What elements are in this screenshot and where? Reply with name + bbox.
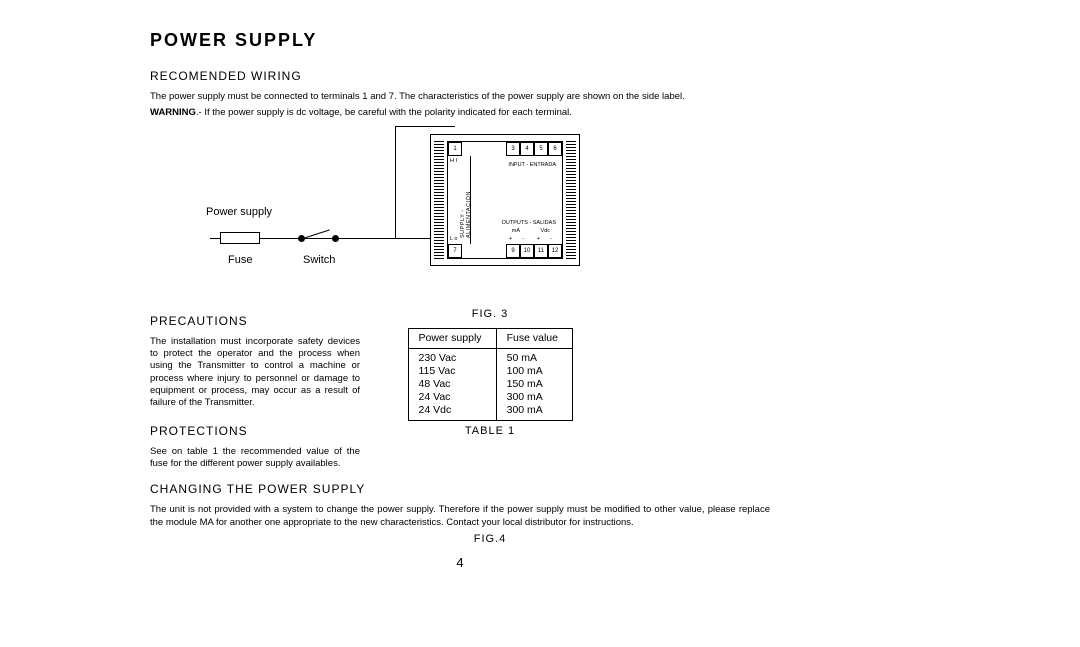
fig3-label: FIG. 3 (390, 308, 590, 320)
main-title: POWER SUPPLY (150, 30, 770, 51)
table-row: Power supply Fuse value (408, 328, 572, 348)
fuse-symbol (220, 232, 260, 244)
terminal-cell: 10 (520, 244, 534, 258)
input-label: INPUT - ENTRADA (508, 162, 556, 168)
left-column: PRECAUTIONS The installation must incorp… (150, 304, 360, 475)
cell-text: 115 Vac (419, 365, 456, 377)
cell-text: 300 mA (507, 391, 543, 403)
table-cell: 230 Vac 115 Vac 48 Vac 24 Vac 24 Vdc (408, 348, 496, 421)
recommended-wiring-warning: WARNING.- If the power supply is dc volt… (150, 107, 770, 119)
cell-text: 300 mA (507, 404, 543, 416)
device-ridge (434, 141, 444, 259)
wire (210, 238, 220, 239)
wire (395, 126, 396, 238)
wire (338, 238, 396, 239)
fuse-label: Fuse (228, 254, 252, 266)
precautions-text: The installation must incorporate safety… (150, 336, 360, 410)
right-column: FIG. 3 Power supply Fuse value 230 Vac 1… (390, 304, 590, 475)
cell-text: 48 Vac (419, 378, 451, 390)
terminal-cell: 11 (534, 244, 548, 258)
protections-text: See on table 1 the recommended value of … (150, 446, 360, 471)
table-cell: 50 mA 100 mA 150 mA 300 mA 300 mA (496, 348, 572, 421)
table-header: Fuse value (496, 328, 572, 348)
cell-text: 50 mA (507, 352, 537, 364)
cell-text: 24 Vac (419, 391, 451, 403)
recommended-wiring-heading: RECOMENDED WIRING (150, 69, 770, 83)
table1-label: TABLE 1 (390, 425, 590, 437)
minus-label: - (550, 236, 552, 242)
document-page: POWER SUPPLY RECOMENDED WIRING The power… (150, 30, 770, 570)
wiring-diagram: Power supply Fuse Switch 1 3 4 5 6 7 (150, 126, 610, 296)
cell-text: 100 mA (507, 365, 543, 377)
precautions-heading: PRECAUTIONS (150, 314, 360, 328)
fuse-value-table: Power supply Fuse value 230 Vac 115 Vac … (408, 328, 573, 422)
device-block: 1 3 4 5 6 7 9 10 11 12 H I (430, 134, 580, 266)
page-number: 4 (150, 555, 770, 570)
divider (470, 156, 471, 244)
terminal-cell: 12 (548, 244, 562, 258)
terminal-row-top: 1 3 4 5 6 (448, 142, 562, 156)
table-row: 230 Vac 115 Vac 48 Vac 24 Vac 24 Vdc 50 … (408, 348, 572, 421)
terminal-cell: 7 (448, 244, 462, 258)
cell-text: 150 mA (507, 378, 543, 390)
wire (260, 238, 298, 239)
fig4-label: FIG.4 (390, 533, 590, 545)
recommended-wiring-para1: The power supply must be connected to te… (150, 91, 770, 103)
plus-label: + (537, 236, 540, 242)
power-supply-label: Power supply (206, 206, 272, 218)
terminal-cell: 3 (506, 142, 520, 156)
plus-label: + (509, 236, 512, 242)
warning-text: .- If the power supply is dc voltage, be… (196, 107, 572, 118)
device-inner: 1 3 4 5 6 7 9 10 11 12 H I (447, 141, 563, 259)
terminal-cell: 6 (548, 142, 562, 156)
warning-label: WARNING (150, 107, 196, 118)
device-ridge (566, 141, 576, 259)
changing-heading: CHANGING THE POWER SUPPLY (150, 482, 770, 496)
terminal-row-bottom: 7 9 10 11 12 (448, 244, 562, 258)
minus-label: - (522, 236, 524, 242)
vdc-label: Vdc (541, 228, 550, 234)
terminal-cell: 5 (534, 142, 548, 156)
switch-label: Switch (303, 254, 335, 266)
cell-text: 24 Vdc (419, 404, 452, 416)
cell-text: 230 Vac (419, 352, 457, 364)
protections-heading: PROTECTIONS (150, 424, 360, 438)
hi-label: H I (450, 158, 457, 164)
terminal-cell: 1 (448, 142, 462, 156)
lo-label: L o (450, 236, 457, 242)
table-header: Power supply (408, 328, 496, 348)
terminal-cell: 4 (520, 142, 534, 156)
changing-text: The unit is not provided with a system t… (150, 504, 770, 529)
wire (395, 126, 455, 127)
two-column-area: PRECAUTIONS The installation must incorp… (150, 304, 770, 475)
ma-label: mA (512, 228, 520, 234)
outputs-label: OUTPUTS - SALIDAS (502, 220, 556, 226)
terminal-cell: 9 (506, 244, 520, 258)
